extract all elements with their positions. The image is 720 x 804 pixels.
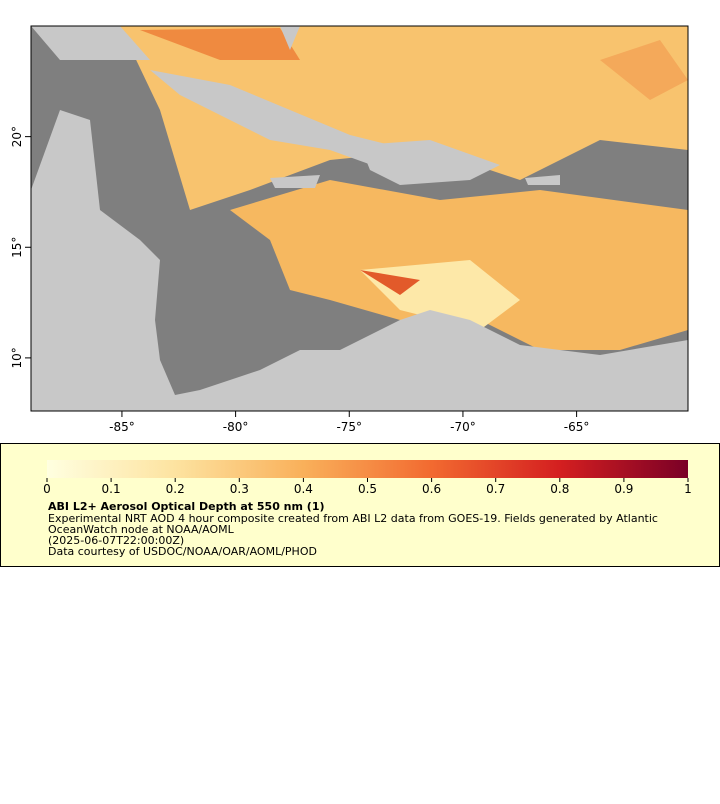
colorbar [47, 460, 688, 478]
legend-line: OceanWatch node at NOAA/AOML [48, 523, 235, 536]
colorbar-tick-label: 0.4 [294, 482, 313, 496]
map-frame [30, 25, 689, 412]
colorbar-tick-label: 0.9 [614, 482, 633, 496]
x-tick-label: -65° [564, 420, 590, 434]
legend-title: ABI L2+ Aerosol Optical Depth at 550 nm … [48, 500, 325, 513]
x-tick-label: -80° [223, 420, 249, 434]
x-tick-label: -70° [450, 420, 476, 434]
colorbar-tick-label: 0.5 [358, 482, 377, 496]
legend-line: (2025-06-07T22:00:00Z) [48, 534, 184, 547]
colorbar-tick-label: 0.7 [486, 482, 505, 496]
map-image [31, 26, 688, 411]
colorbar-tick-label: 0.2 [166, 482, 185, 496]
colorbar-axis: 0 0.1 0.2 0.3 0.4 0.5 0.6 0.7 0.8 0.9 1 [43, 478, 692, 496]
colorbar-tick-label: 0.1 [102, 482, 121, 496]
x-tick-label: -75° [336, 420, 362, 434]
y-tick-label: 10° [10, 347, 24, 368]
legend-line: Experimental NRT AOD 4 hour composite cr… [48, 512, 658, 525]
y-tick-label: 15° [10, 237, 24, 258]
colorbar-tick-label: 0.6 [422, 482, 441, 496]
colorbar-tick-label: 0.8 [550, 482, 569, 496]
colorbar-tick-label: 0 [43, 482, 51, 496]
legend-line: Data courtesy of USDOC/NOAA/OAR/AOML/PHO… [48, 545, 317, 558]
axes: -85° -80° -75° -70° -65° 10° 15° 20° [10, 126, 589, 434]
x-tick-label: -85° [109, 420, 135, 434]
colorbar-tick-label: 1 [684, 482, 692, 496]
y-tick-label: 20° [10, 126, 24, 147]
colorbar-tick-label: 0.3 [230, 482, 249, 496]
